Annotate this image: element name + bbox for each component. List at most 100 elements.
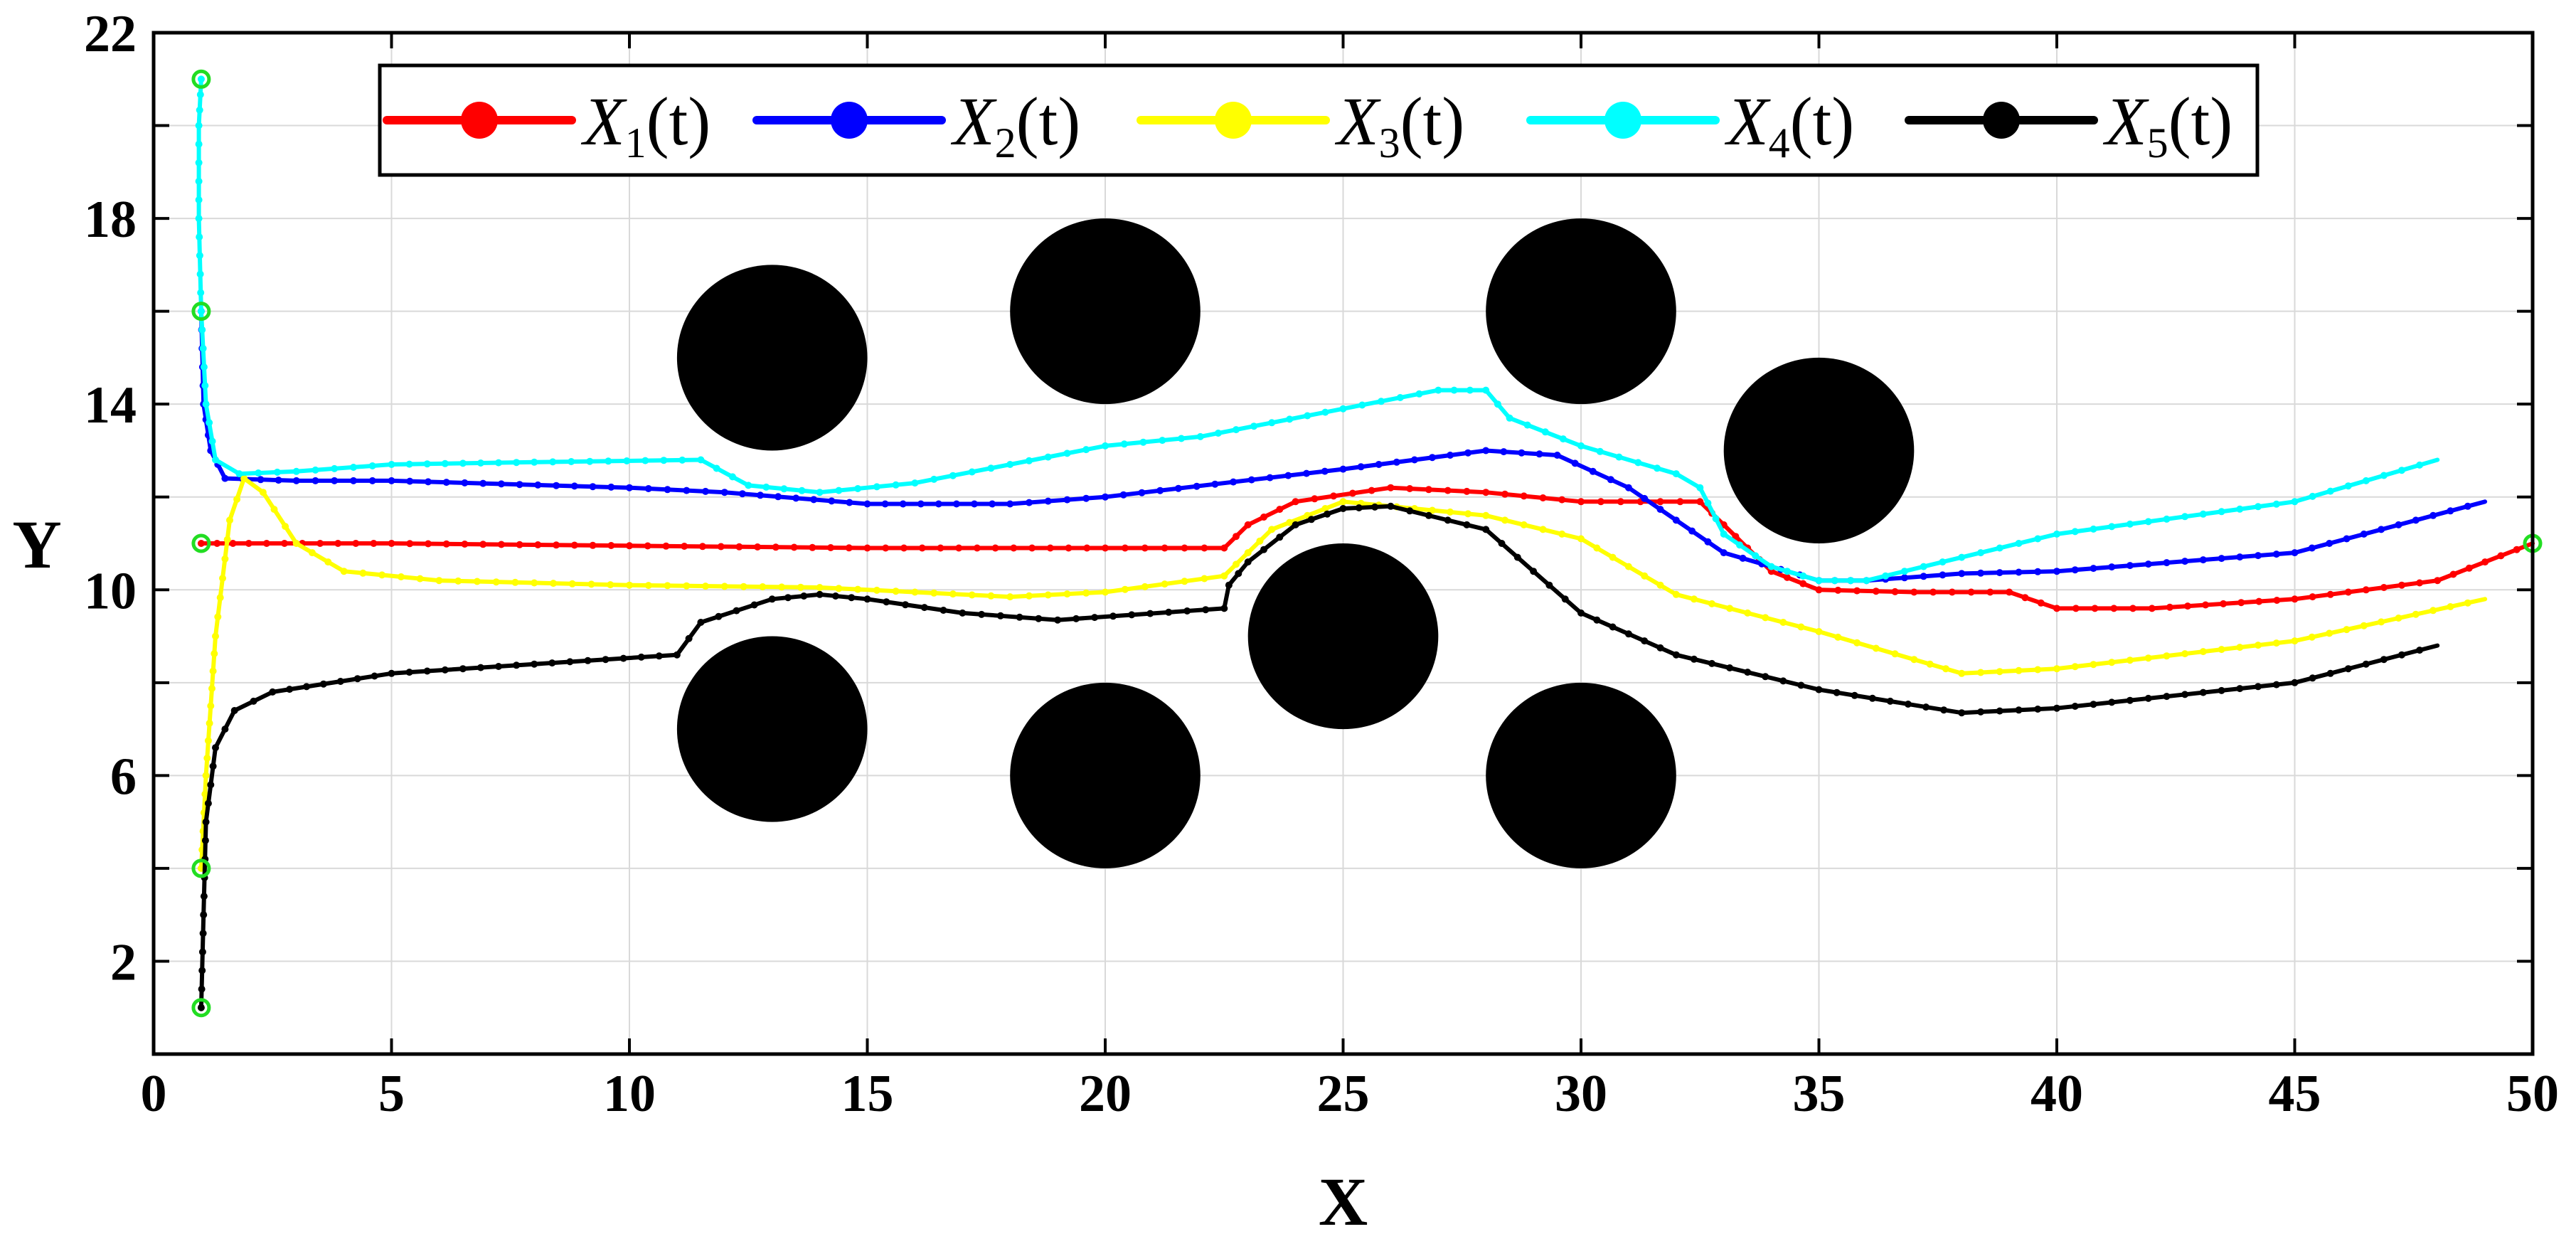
series-point [2465, 564, 2473, 572]
series-point [2308, 633, 2316, 641]
series-point [1109, 612, 1117, 620]
series-point [678, 456, 686, 464]
series-point [1799, 572, 1807, 580]
series-point [1082, 494, 1090, 502]
legend-swatch-marker [461, 102, 498, 139]
series-point [754, 543, 762, 551]
series-point [816, 489, 824, 496]
plot-frame [151, 31, 2535, 1056]
series-point [2434, 577, 2442, 585]
waypoint-marker [191, 998, 211, 1018]
series-point [845, 544, 853, 552]
series-point [2326, 590, 2334, 598]
series-point [568, 458, 575, 465]
series-point [196, 270, 204, 278]
series-point [1930, 588, 1937, 596]
series-point [1891, 587, 1899, 595]
series-point [2272, 639, 2280, 647]
series-point [2034, 568, 2042, 575]
series-point [2144, 654, 2152, 662]
y-tick-label: 10 [84, 562, 137, 620]
x-tick-label: 25 [1317, 1065, 1370, 1123]
series-point [340, 568, 348, 575]
series-point [902, 601, 909, 609]
obstacle-circle [676, 636, 868, 822]
series-point [827, 544, 834, 551]
series-point [406, 477, 414, 485]
series-point [2255, 597, 2263, 605]
series-point [762, 483, 770, 491]
series-point [1006, 593, 1014, 601]
series-point [1435, 386, 1442, 394]
series-point [534, 541, 542, 548]
series-point [1656, 581, 1664, 589]
series-point [2344, 665, 2352, 673]
series-point [835, 585, 843, 592]
x-tick-label: 40 [2031, 1065, 2083, 1123]
series-point [626, 581, 633, 589]
series-point [713, 464, 720, 472]
series-point [2464, 502, 2471, 510]
series-point [1607, 476, 1614, 484]
series-point [275, 477, 282, 484]
series-point [2053, 568, 2060, 575]
series-point [1183, 607, 1191, 615]
series-point [207, 702, 215, 710]
series-point [1083, 544, 1091, 552]
series-point [729, 473, 736, 481]
series-point [2309, 593, 2316, 601]
waypoint-marker [191, 858, 211, 878]
series-point [1541, 428, 1549, 436]
series-point [1286, 519, 1294, 526]
series-point [2108, 698, 2116, 706]
series-point [683, 486, 691, 494]
series-point [195, 122, 203, 129]
series-point [1482, 447, 1490, 454]
series-point [1577, 609, 1585, 617]
series-point [2291, 595, 2299, 603]
series-point [1672, 651, 1680, 659]
series-point [2429, 511, 2437, 519]
series-point [1799, 580, 1807, 587]
series-markers-1 [197, 484, 2521, 612]
series-point [511, 578, 519, 586]
series-point [1986, 588, 1994, 596]
series-point [2090, 565, 2097, 573]
series-point [2108, 523, 2116, 531]
series-markers-5 [197, 502, 2424, 1011]
series-point [1904, 701, 1912, 708]
series-point [1891, 650, 1899, 658]
series-point [1292, 498, 1299, 506]
series-point [1708, 600, 1715, 607]
series-point [1054, 616, 1062, 624]
series-point [2273, 597, 2281, 604]
series-point [952, 500, 960, 508]
series-point [1393, 458, 1400, 466]
series-point [1102, 442, 1109, 450]
series-point [1577, 535, 1585, 543]
series-point [715, 612, 723, 620]
series-point [745, 482, 752, 489]
series-point [423, 460, 431, 468]
series-point [1063, 450, 1071, 457]
series-point [1073, 615, 1080, 622]
series-point [900, 544, 908, 552]
series-point [2015, 568, 2023, 576]
series-point [479, 541, 487, 548]
series-point [987, 592, 995, 600]
series-point [1119, 491, 1127, 499]
series-point [282, 523, 289, 531]
series-point [2429, 607, 2437, 615]
series-point [2090, 661, 2097, 669]
series-point [1276, 506, 1284, 514]
series-point [479, 479, 487, 487]
series-point [442, 479, 450, 486]
series-point [1744, 609, 1752, 617]
series-point [1688, 527, 1696, 535]
x-tick-label: 45 [2269, 1065, 2321, 1123]
series-point [1201, 575, 1208, 583]
series-point [1035, 615, 1043, 622]
obstacle-circle [1486, 218, 1676, 405]
series-point [1211, 480, 1219, 488]
